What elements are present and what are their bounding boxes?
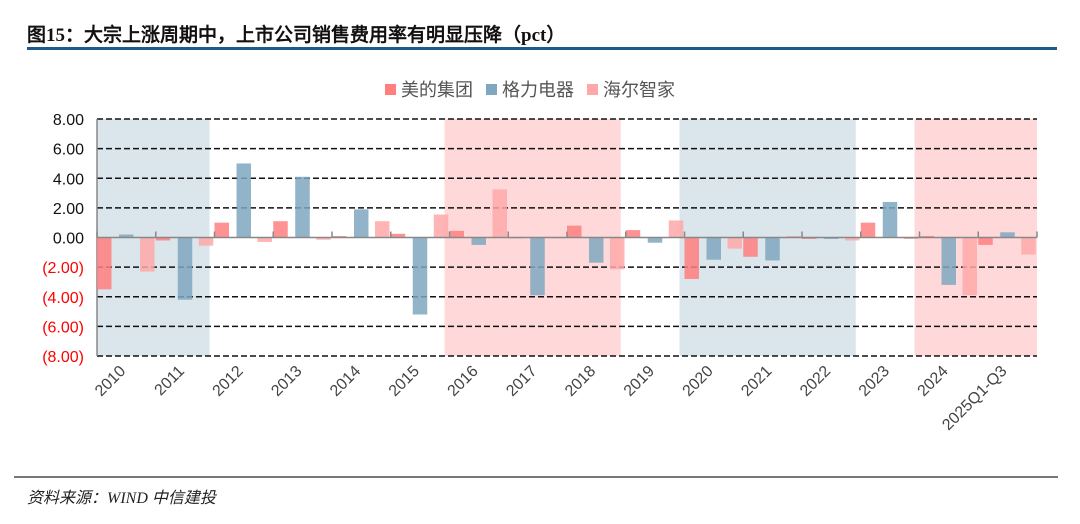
bar-1-8: [589, 237, 604, 263]
bar-0-1: [155, 237, 171, 241]
y-tick-label: 8.00: [53, 112, 84, 129]
y-tick-label: 0.00: [53, 231, 84, 248]
bar-2-3: [316, 237, 331, 240]
x-tick-label: 2021: [738, 363, 775, 400]
bar-1-11: [765, 237, 780, 261]
x-tick-label: 2019: [621, 363, 658, 400]
bar-1-0: [119, 234, 134, 238]
y-tick-label: 2.00: [53, 201, 84, 218]
title-rule: [27, 47, 1057, 50]
bar-1-13: [882, 201, 898, 238]
bar-0-6: [449, 230, 464, 238]
x-tick-label: 2016: [445, 363, 482, 400]
legend-label: 格力电器: [502, 80, 574, 101]
y-tick-label: 4.00: [53, 171, 84, 188]
bar-2-2: [257, 237, 272, 242]
bar-1-10: [706, 237, 721, 260]
bar-2-5: [433, 214, 449, 238]
x-tick-label: 2023: [856, 363, 893, 400]
x-tick-label: 2015: [386, 363, 423, 400]
bar-0-13: [860, 222, 876, 238]
bar-0-3: [273, 221, 288, 238]
legend-label: 海尔智家: [603, 80, 675, 101]
figure-title: 图15：大宗上涨周期中，上市公司销售费用率有明显压降（pct）: [27, 25, 566, 46]
bar-1-4: [354, 209, 369, 238]
x-tick-label: 2011: [152, 363, 188, 399]
y-tick-label: 6.00: [53, 142, 84, 159]
x-tick-label: 2020: [680, 363, 717, 400]
bar-2-4: [375, 221, 390, 238]
bar-0-15: [978, 237, 993, 245]
bar-1-9: [647, 237, 663, 243]
legend-swatch: [587, 84, 598, 95]
legend-swatch: [385, 84, 396, 95]
y-tick-label: (8.00): [42, 349, 84, 366]
y-tick-label: (2.00): [42, 260, 84, 277]
bar-2-12: [845, 237, 860, 241]
bar-2-6: [492, 189, 507, 238]
bar-2-10: [727, 237, 742, 249]
bar-0-8: [567, 225, 582, 238]
bar-2-9: [668, 220, 684, 238]
bar-2-0: [140, 237, 155, 272]
bar-0-11: [743, 237, 758, 257]
bar-0-5: [390, 233, 406, 238]
bar-2-1: [198, 237, 214, 246]
legend-swatch: [486, 84, 497, 95]
bar-1-14: [941, 237, 956, 285]
bar-1-6: [471, 237, 486, 245]
legend-label: 美的集团: [401, 80, 473, 101]
x-tick-label: 2014: [327, 363, 364, 400]
bar-1-1: [177, 237, 193, 300]
bar-1-3: [295, 176, 310, 238]
bar-1-2: [236, 163, 251, 238]
y-tick-label: (4.00): [42, 290, 84, 307]
bar-1-5: [412, 237, 428, 315]
bar-0-2: [214, 222, 229, 238]
bar-1-15: [1000, 232, 1015, 238]
y-tick-label: (6.00): [42, 319, 84, 336]
bar-2-8: [610, 237, 625, 270]
x-tick-label: 2012: [210, 363, 247, 400]
source-note: 资料来源：WIND 中信建投: [27, 490, 216, 507]
bar-0-9: [625, 230, 641, 238]
bar-0-0: [97, 237, 112, 290]
x-tick-label: 2013: [268, 363, 305, 400]
x-tick-label: 2017: [503, 363, 540, 400]
bar-2-15: [1021, 237, 1036, 255]
x-tick-label: 2018: [562, 363, 599, 400]
x-tick-label: 2010: [92, 363, 129, 400]
x-tick-label: 2024: [915, 363, 952, 400]
bar-0-10: [684, 237, 699, 279]
x-tick-label: 2022: [797, 363, 834, 400]
bar-1-7: [530, 237, 545, 296]
footer-rule: [14, 476, 1058, 478]
bar-2-14: [962, 237, 977, 296]
